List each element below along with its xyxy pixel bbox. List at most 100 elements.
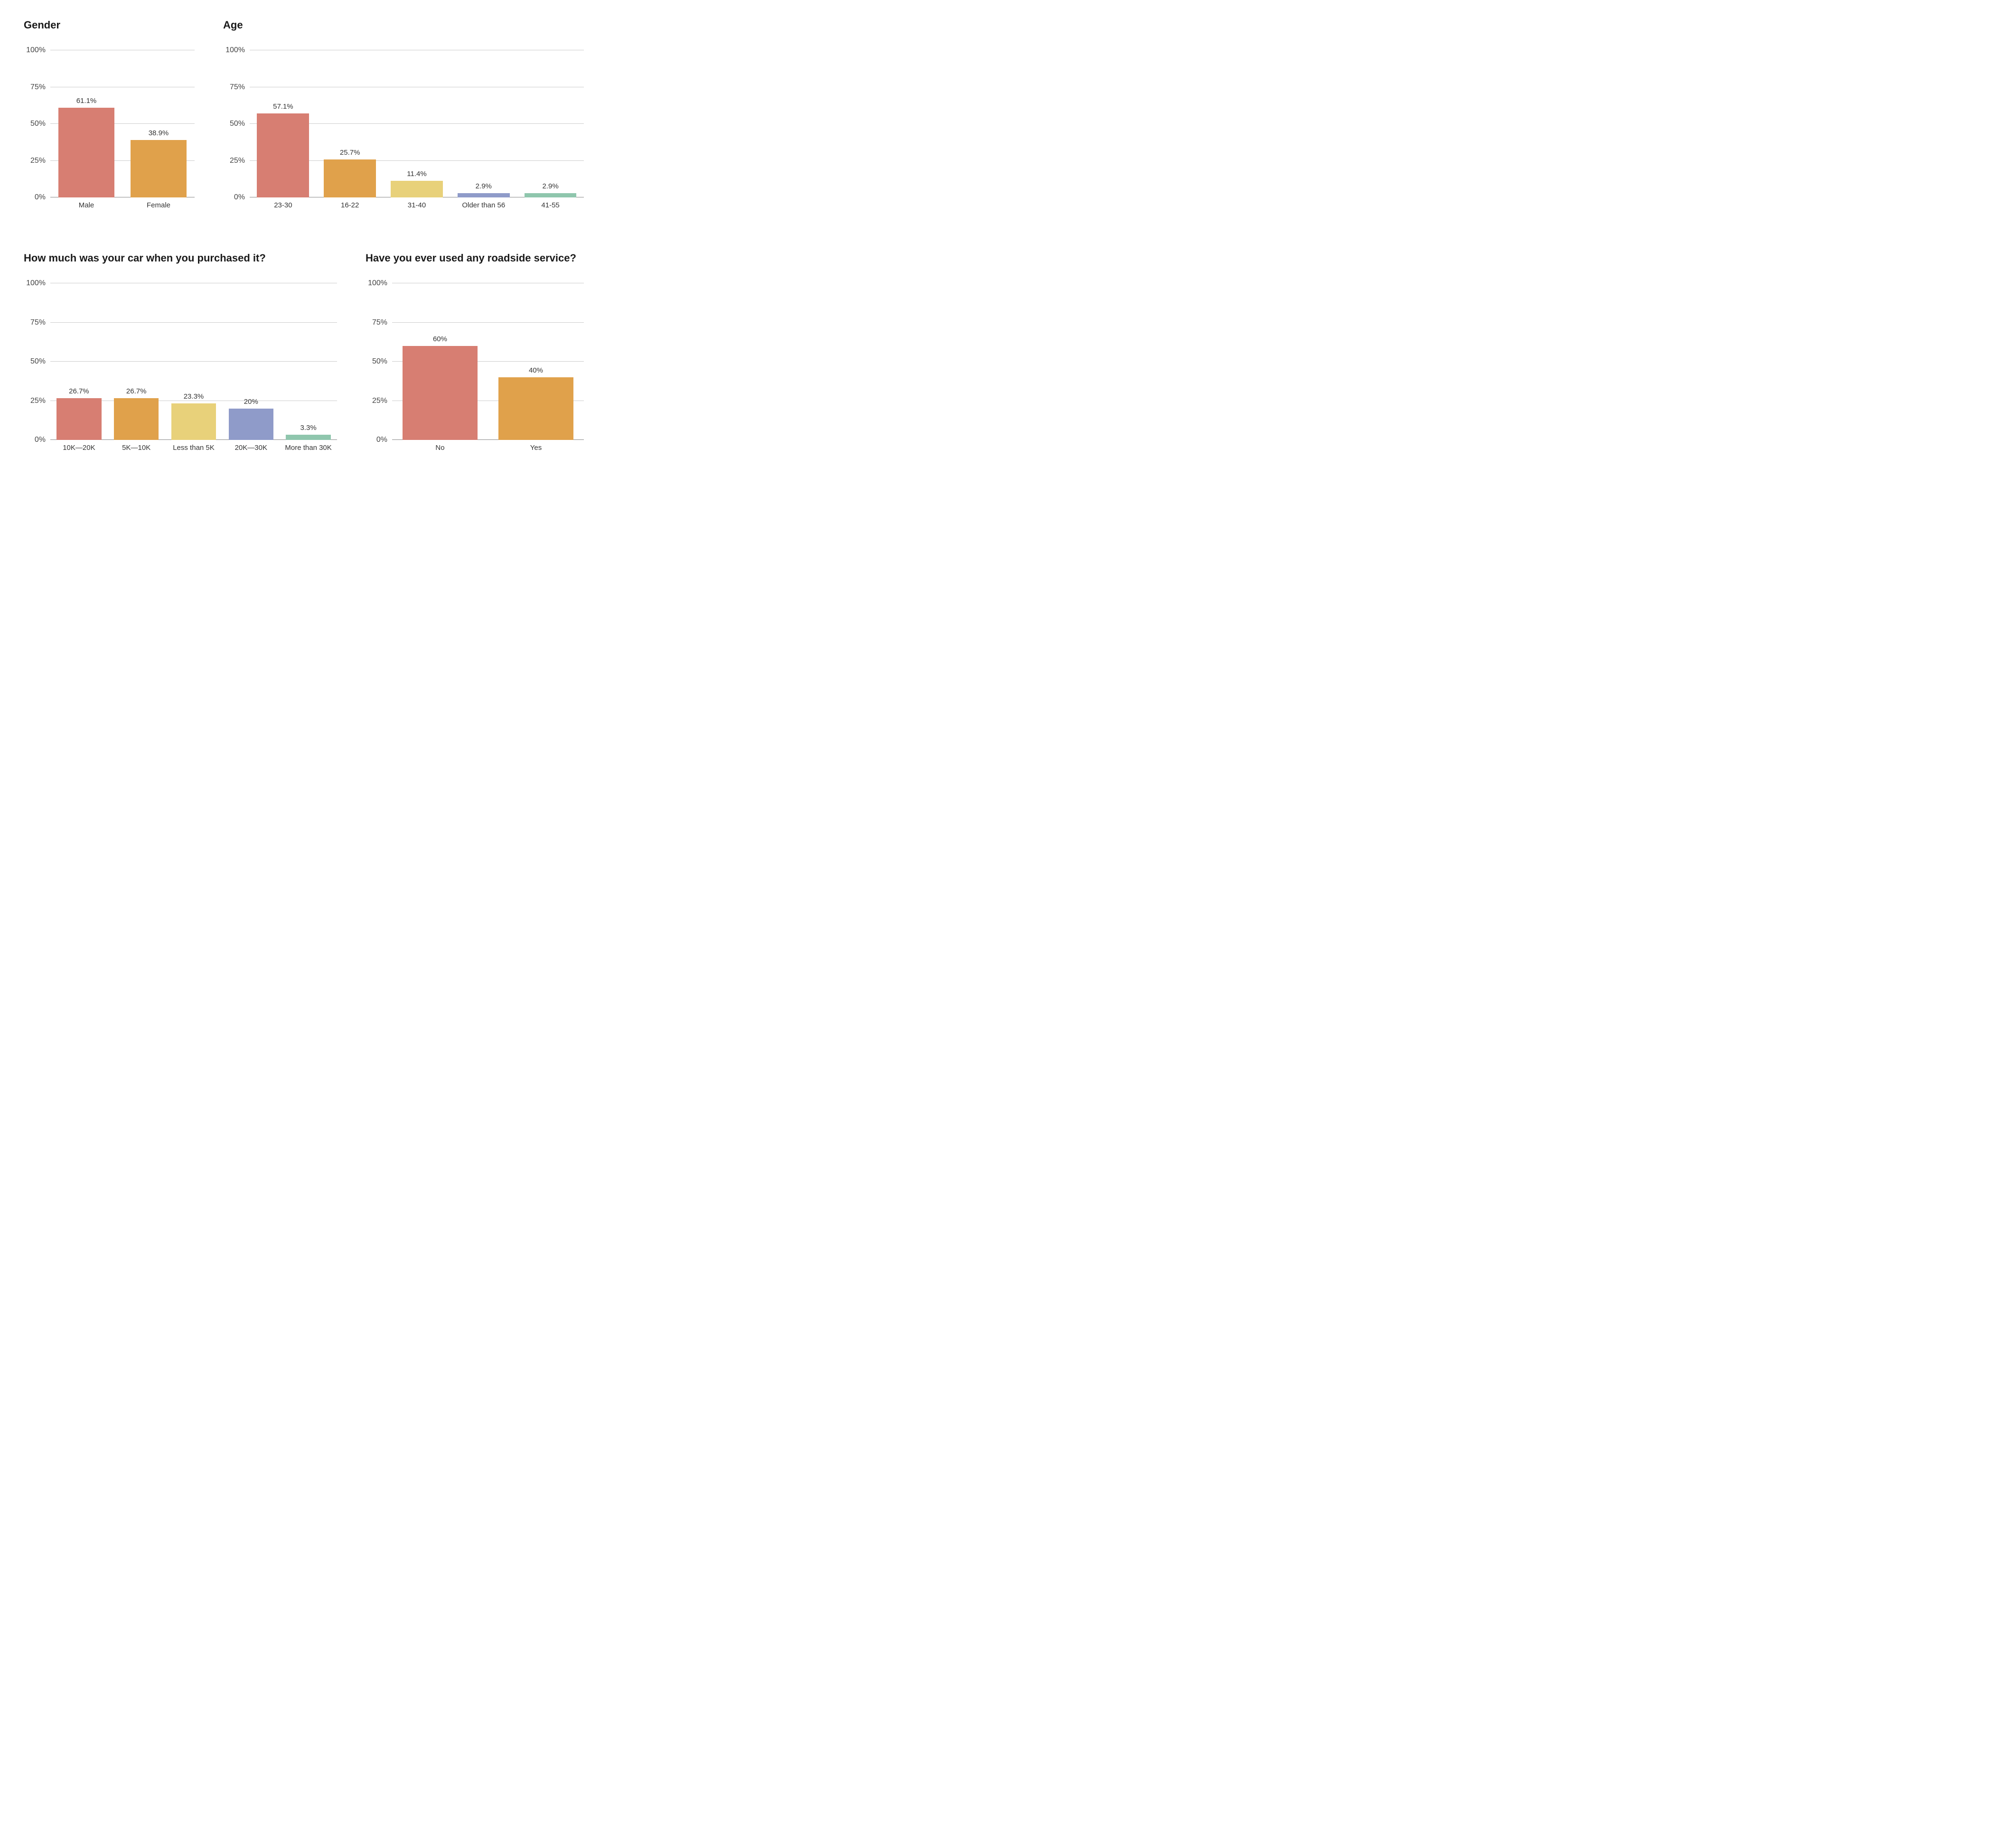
panel-roadside: Have you ever used any roadside service?… bbox=[366, 252, 584, 452]
bar: 61.1% bbox=[58, 108, 115, 197]
chart-title-age: Age bbox=[223, 19, 584, 31]
bar-value-label: 23.3% bbox=[184, 392, 204, 401]
x-axis-label: Female bbox=[122, 201, 195, 209]
x-axis-label: 16-22 bbox=[317, 201, 384, 209]
plot-area: 0%25%50%75%100%57.1%25.7%11.4%2.9%2.9% bbox=[250, 50, 584, 197]
x-axis-label: 41-55 bbox=[517, 201, 584, 209]
y-axis-label: 0% bbox=[234, 193, 250, 202]
x-axis-label: 5K—10K bbox=[108, 444, 165, 452]
y-axis-label: 50% bbox=[372, 357, 392, 366]
y-axis-label: 50% bbox=[230, 120, 250, 128]
chart-age: 0%25%50%75%100%57.1%25.7%11.4%2.9%2.9%23… bbox=[223, 50, 584, 209]
bars-container: 61.1% 38.9% bbox=[50, 50, 195, 197]
bar-slot: 25.7% bbox=[317, 50, 384, 197]
bar-value-label: 60% bbox=[433, 335, 447, 343]
bar-slot: 20% bbox=[222, 283, 280, 440]
bar-slot: 11.4% bbox=[384, 50, 450, 197]
bar-value-label: 61.1% bbox=[76, 97, 97, 105]
y-axis-label: 25% bbox=[30, 157, 50, 165]
plot-area: 0%25%50%75%100%61.1%38.9% bbox=[50, 50, 195, 197]
x-axis-labels: MaleFemale bbox=[50, 201, 195, 209]
bar-slot: 26.7% bbox=[50, 283, 108, 440]
bar-value-label: 25.7% bbox=[340, 149, 360, 157]
bar-slot: 26.7% bbox=[108, 283, 165, 440]
bar-slot: 2.9% bbox=[450, 50, 517, 197]
bar: 25.7% bbox=[324, 159, 376, 197]
x-axis-label: No bbox=[392, 444, 488, 452]
x-axis-label: Less than 5K bbox=[165, 444, 223, 452]
y-axis-label: 75% bbox=[372, 318, 392, 327]
y-axis-label: 25% bbox=[230, 157, 250, 165]
bar-slot: 38.9% bbox=[122, 50, 195, 197]
x-axis-label: 20K—30K bbox=[222, 444, 280, 452]
bars-container: 60% 40% bbox=[392, 283, 584, 440]
bar-value-label: 38.9% bbox=[149, 129, 169, 137]
bar: 2.9% bbox=[525, 193, 577, 197]
bar-value-label: 20% bbox=[244, 398, 258, 406]
panel-age: Age 0%25%50%75%100%57.1%25.7%11.4%2.9%2.… bbox=[223, 19, 584, 209]
bar: 26.7% bbox=[56, 398, 101, 440]
chart-car-price: 0%25%50%75%100%26.7%26.7%23.3%20%3.3%10K… bbox=[24, 283, 337, 452]
bar-value-label: 40% bbox=[529, 366, 543, 374]
chart-title-roadside: Have you ever used any roadside service? bbox=[366, 252, 584, 264]
x-axis-label: Male bbox=[50, 201, 122, 209]
bar-value-label: 26.7% bbox=[126, 387, 147, 395]
y-axis-label: 0% bbox=[376, 436, 392, 444]
bar: 23.3% bbox=[171, 403, 216, 440]
bar-value-label: 2.9% bbox=[476, 182, 492, 190]
bar: 2.9% bbox=[458, 193, 510, 197]
bar-value-label: 2.9% bbox=[542, 182, 558, 190]
bar-value-label: 26.7% bbox=[69, 387, 89, 395]
x-axis-label: Older than 56 bbox=[450, 201, 517, 209]
chart-title-gender: Gender bbox=[24, 19, 195, 31]
bars-container: 57.1% 25.7% 11.4% 2.9% 2.9% bbox=[250, 50, 584, 197]
bar: 26.7% bbox=[114, 398, 159, 440]
page: Gender 0% 25% 50% 75% 100% 61.1% 38.9% MaleFema… bbox=[0, 0, 2007, 513]
panel-car-price: How much was your car when you purchased… bbox=[24, 252, 337, 452]
y-axis-label: 25% bbox=[30, 397, 50, 405]
bar: 11.4% bbox=[391, 181, 443, 197]
y-axis-label: 0% bbox=[35, 436, 50, 444]
y-axis-label: 100% bbox=[368, 279, 392, 288]
bar: 60% bbox=[403, 346, 478, 440]
y-axis-label: 0% bbox=[35, 193, 50, 202]
x-axis-label: More than 30K bbox=[280, 444, 337, 452]
y-axis-label: 100% bbox=[26, 46, 50, 55]
y-axis-label: 100% bbox=[26, 279, 50, 288]
chart-roadside: 0%25%50%75%100%60%40%NoYes bbox=[366, 283, 584, 452]
bar-value-label: 57.1% bbox=[273, 103, 293, 111]
bar: 40% bbox=[498, 377, 573, 440]
bar: 3.3% bbox=[286, 435, 330, 440]
plot-area: 0%25%50%75%100%60%40% bbox=[392, 283, 584, 440]
y-axis-label: 75% bbox=[30, 318, 50, 327]
x-axis-labels: NoYes bbox=[392, 444, 584, 452]
bar-value-label: 3.3% bbox=[300, 424, 316, 432]
chart-gender: 0%25%50%75%100%61.1%38.9%MaleFemale bbox=[24, 50, 195, 209]
bars-container: 26.7% 26.7% 23.3% 20% 3.3% bbox=[50, 283, 337, 440]
y-axis-label: 75% bbox=[230, 83, 250, 92]
plot-area: 0%25%50%75%100%26.7%26.7%23.3%20%3.3% bbox=[50, 283, 337, 440]
x-axis-labels: 10K—20K5K—10KLess than 5K20K—30KMore tha… bbox=[50, 444, 337, 452]
bar: 57.1% bbox=[257, 113, 309, 197]
x-axis-label: 23-30 bbox=[250, 201, 317, 209]
bar: 20% bbox=[229, 409, 273, 440]
y-axis-label: 75% bbox=[30, 83, 50, 92]
x-axis-label: 10K—20K bbox=[50, 444, 108, 452]
bar-slot: 61.1% bbox=[50, 50, 122, 197]
bar: 38.9% bbox=[131, 140, 187, 197]
bar-slot: 57.1% bbox=[250, 50, 317, 197]
bar-slot: 23.3% bbox=[165, 283, 223, 440]
bar-slot: 2.9% bbox=[517, 50, 584, 197]
row-1: Gender 0% 25% 50% 75% 100% 61.1% 38.9% MaleFema… bbox=[24, 19, 1983, 209]
chart-title-car-price: How much was your car when you purchased… bbox=[24, 252, 337, 264]
y-axis-label: 25% bbox=[372, 397, 392, 405]
x-axis-label: 31-40 bbox=[384, 201, 450, 209]
row-2: How much was your car when you purchased… bbox=[24, 252, 1983, 452]
bar-slot: 60% bbox=[392, 283, 488, 440]
x-axis-label: Yes bbox=[488, 444, 584, 452]
bar-slot: 3.3% bbox=[280, 283, 337, 440]
bar-value-label: 11.4% bbox=[407, 170, 426, 178]
y-axis-label: 50% bbox=[30, 357, 50, 366]
bar-slot: 40% bbox=[488, 283, 584, 440]
x-axis-labels: 23-3016-2231-40Older than 5641-55 bbox=[250, 201, 584, 209]
